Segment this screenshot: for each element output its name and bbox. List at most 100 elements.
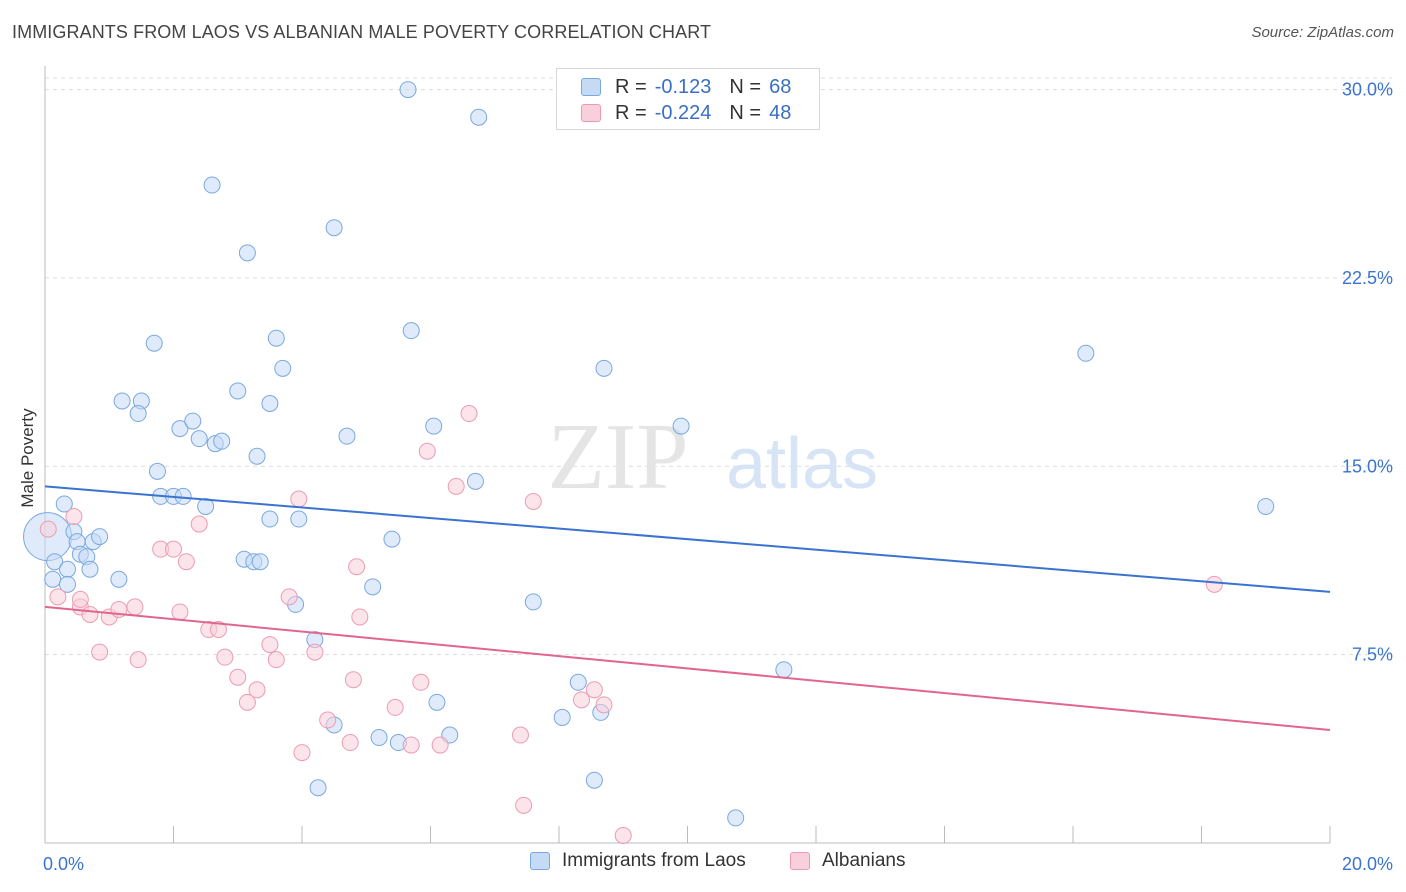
y-tick-label: 7.5% [1352, 645, 1393, 665]
laos-point [171, 420, 189, 438]
albanian-point [306, 643, 324, 661]
watermark: ZIP atlas [548, 405, 879, 509]
laos-point [370, 729, 388, 747]
tick-labels: 7.5% 15.0% 22.5% 30.0% 0.0% 20.0% [43, 80, 1393, 874]
grid-lines [45, 77, 1392, 656]
laos-point [290, 510, 308, 528]
correlation-legend: R = -0.123 N = 68 R = -0.224 N = 48 [556, 68, 820, 130]
legend-row-albanians: R = -0.224 N = 48 [581, 101, 791, 125]
n-value: 48 [769, 101, 792, 124]
laos-point [338, 427, 356, 445]
albanian-point [238, 693, 256, 711]
albanian-point [49, 588, 67, 606]
laos-point [1257, 497, 1275, 515]
laos-point [58, 560, 76, 578]
laos-point [1077, 344, 1095, 362]
albanian-point [267, 651, 285, 669]
albanian-point [280, 588, 298, 606]
albanian-point [216, 648, 234, 666]
trend-line-albanians [44, 605, 1331, 731]
laos-point [428, 693, 446, 711]
laos-point [44, 570, 62, 588]
data-points [23, 81, 1275, 844]
albanian-point [126, 598, 144, 616]
legend-row-laos: R = -0.123 N = 68 [581, 75, 791, 99]
laos-point [145, 334, 163, 352]
laos-point [197, 497, 215, 515]
legend-label-albanians: Albanians [822, 850, 906, 871]
watermark-atlas: atlas [726, 424, 878, 504]
laos-point [148, 462, 166, 480]
laos-point [58, 575, 76, 593]
laos-point [309, 779, 327, 797]
albanian-point [585, 681, 603, 699]
laos-point [325, 219, 343, 237]
source-label: Source: ZipAtlas.com [1251, 24, 1394, 41]
x-tick-label-min: 0.0% [43, 854, 84, 874]
watermark-zip: ZIP [548, 405, 689, 509]
legend-swatch-laos [581, 78, 601, 96]
albanian-point [595, 696, 613, 714]
laos-point [113, 392, 131, 410]
laos-point [190, 430, 208, 448]
laos-point [184, 412, 202, 430]
r-label: R = [615, 101, 647, 124]
albanian-point [290, 490, 308, 508]
laos-point [466, 472, 484, 490]
albanian-point [351, 608, 369, 626]
laos-point [470, 108, 488, 126]
laos-point [110, 570, 128, 588]
trend-lines [44, 485, 1331, 731]
legend-item-laos[interactable]: Immigrants from Laos [530, 850, 746, 872]
albanian-point [524, 492, 542, 510]
laos-point [524, 593, 542, 611]
laos-point [251, 553, 269, 571]
laos-point [274, 359, 292, 377]
laos-point [213, 432, 231, 450]
albanian-point [418, 442, 436, 460]
albanian-point [460, 405, 478, 423]
albanian-point [319, 711, 337, 729]
r-value: -0.224 [654, 101, 712, 124]
albanian-point [1205, 575, 1223, 593]
albanian-point [511, 726, 529, 744]
albanian-point [293, 744, 311, 762]
n-label: N = [729, 101, 762, 124]
legend-label-laos: Immigrants from Laos [562, 850, 746, 871]
albanian-point [341, 734, 359, 752]
albanian-point [165, 540, 182, 558]
laos-point [267, 329, 285, 347]
albanian-point [344, 671, 362, 689]
r-value: -0.123 [654, 75, 712, 98]
laos-point [238, 244, 256, 262]
legend-item-albanians[interactable]: Albanians [790, 850, 905, 872]
axes [44, 66, 1331, 844]
laos-point [727, 809, 745, 827]
laos-point [229, 382, 247, 400]
laos-point [248, 447, 266, 465]
albanian-point [209, 621, 227, 639]
n-label: N = [729, 75, 762, 98]
albanian-point [65, 508, 83, 526]
laos-point [203, 176, 221, 194]
laos-point [261, 395, 279, 413]
y-tick-label: 30.0% [1342, 80, 1393, 100]
chart-title: IMMIGRANTS FROM LAOS VS ALBANIAN MALE PO… [12, 22, 712, 42]
laos-point [55, 495, 73, 513]
laos-point [46, 553, 64, 571]
laos-point [425, 417, 443, 435]
albanian-point [177, 553, 195, 571]
laos-point [553, 708, 571, 726]
albanian-point [348, 558, 366, 576]
albanian-point [614, 826, 632, 844]
laos-point [91, 528, 109, 546]
albanian-point [248, 681, 266, 699]
laos-point [383, 530, 401, 548]
laos-point [585, 771, 603, 789]
r-label: R = [615, 75, 647, 98]
laos-point [595, 359, 613, 377]
albanian-point [402, 736, 420, 754]
albanian-point [447, 477, 465, 495]
laos-point [81, 560, 99, 578]
legend-swatch-albanians [790, 852, 810, 870]
